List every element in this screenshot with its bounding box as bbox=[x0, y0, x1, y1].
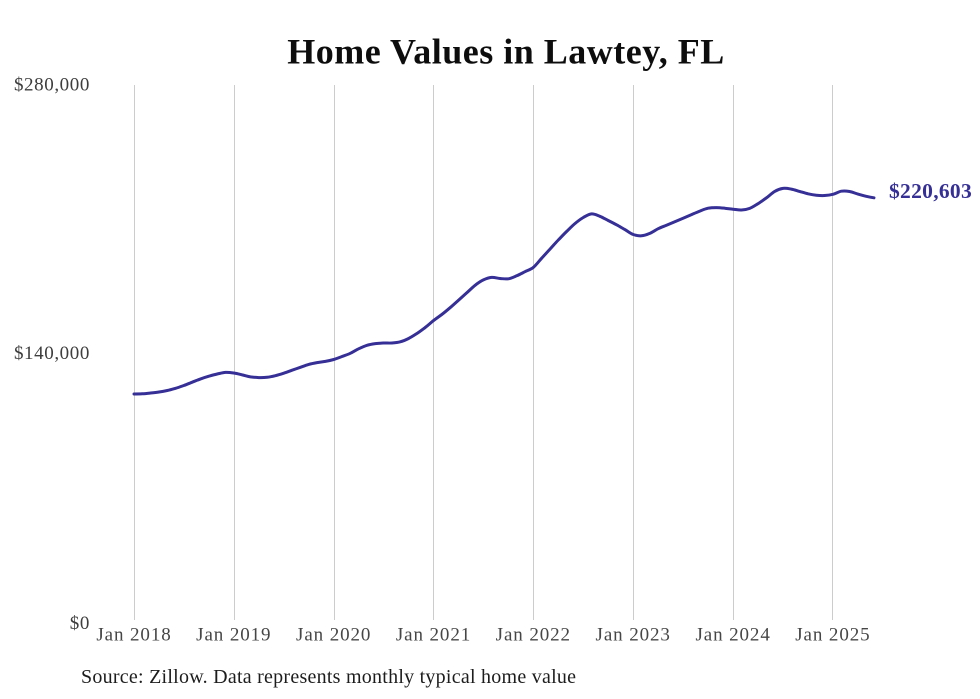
svg-text:Home Values in Lawtey, FL: Home Values in Lawtey, FL bbox=[287, 31, 725, 71]
svg-text:$280,000: $280,000 bbox=[14, 75, 90, 96]
svg-text:Jan 2021: Jan 2021 bbox=[396, 625, 471, 646]
svg-text:Jan 2024: Jan 2024 bbox=[695, 625, 770, 646]
svg-text:Jan 2025: Jan 2025 bbox=[795, 625, 870, 646]
svg-text:Jan 2022: Jan 2022 bbox=[496, 625, 571, 646]
svg-text:Jan 2020: Jan 2020 bbox=[296, 625, 371, 646]
svg-text:Source: Zillow. Data represent: Source: Zillow. Data represents monthly … bbox=[81, 666, 576, 688]
svg-text:Jan 2019: Jan 2019 bbox=[196, 625, 271, 646]
svg-text:Jan 2018: Jan 2018 bbox=[96, 625, 171, 646]
svg-text:$220,603: $220,603 bbox=[889, 179, 972, 203]
svg-text:$0: $0 bbox=[70, 613, 90, 634]
svg-text:$140,000: $140,000 bbox=[14, 343, 90, 364]
svg-text:Jan 2023: Jan 2023 bbox=[596, 625, 671, 646]
